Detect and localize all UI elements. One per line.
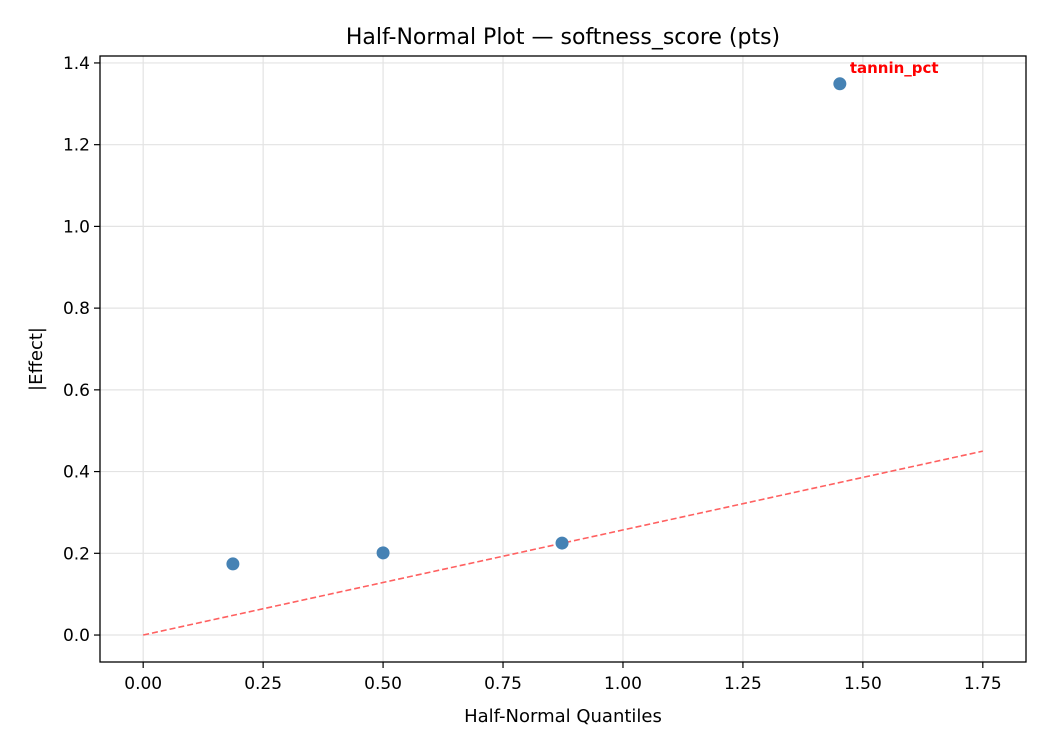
data-point [555,536,569,550]
x-tick-label: 0.00 [124,674,162,694]
ticks-group: 0.00 0.25 0.50 0.75 1.00 1.25 1.50 1.75 0.0 0.2 0.… [63,54,1002,694]
data-point [833,77,847,91]
reference-line-group [143,450,983,636]
x-tick-label: 1.75 [964,674,1002,694]
point-annotation: tannin_pct [850,59,939,77]
y-tick-label: 1.0 [63,217,90,237]
points-group: tannin_pct [226,59,939,571]
chart-title: Half-Normal Plot — softness_score (pts) [346,25,780,50]
grid [100,56,1026,662]
y-tick-label: 0.6 [63,381,90,401]
reference-line [143,450,983,636]
x-tick-label: 0.75 [484,674,522,694]
y-tick-label: 0.8 [63,299,90,319]
data-point [226,557,240,571]
y-tick-label: 0.0 [63,626,90,646]
y-tick-label: 0.2 [63,544,90,564]
x-tick-label: 0.25 [244,674,282,694]
x-tick-label: 1.50 [844,674,882,694]
data-point [376,546,390,560]
y-tick-label: 0.4 [63,463,90,483]
x-tick-label: 1.25 [724,674,762,694]
y-tick-label: 1.4 [63,54,90,74]
y-tick-label: 1.2 [63,136,90,156]
x-tick-label: 0.50 [364,674,402,694]
x-axis-label: Half-Normal Quantiles [464,706,662,727]
y-axis-label: |Effect| [26,327,47,391]
x-tick-label: 1.00 [604,674,642,694]
plot-frame [99,55,1027,663]
